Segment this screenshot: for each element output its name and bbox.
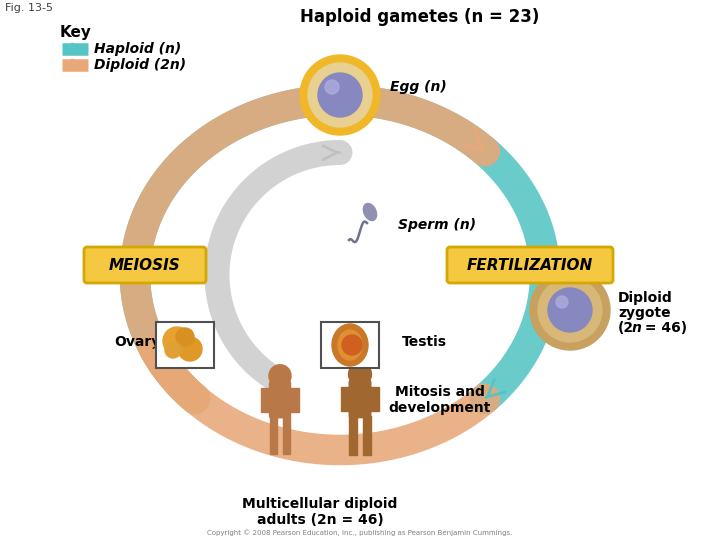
Text: Multicellular diploid
adults (2n = 46): Multicellular diploid adults (2n = 46) (243, 497, 397, 527)
Text: Copyright © 2008 Pearson Education, Inc., publishing as Pearson Benjamin Cumming: Copyright © 2008 Pearson Education, Inc.… (207, 529, 513, 536)
Text: zygote: zygote (618, 306, 670, 320)
Text: Haploid gametes (n = 23): Haploid gametes (n = 23) (300, 8, 540, 26)
Polygon shape (270, 416, 277, 454)
FancyBboxPatch shape (269, 381, 290, 418)
Circle shape (318, 73, 362, 117)
Circle shape (325, 80, 339, 94)
FancyBboxPatch shape (321, 322, 379, 368)
Circle shape (269, 364, 291, 387)
FancyBboxPatch shape (447, 247, 613, 283)
Circle shape (176, 328, 194, 346)
Circle shape (300, 55, 380, 135)
Polygon shape (289, 388, 299, 411)
Text: Diploid (2n): Diploid (2n) (94, 58, 186, 72)
Polygon shape (341, 387, 351, 411)
Text: Testis: Testis (402, 335, 447, 349)
Circle shape (165, 342, 181, 358)
Text: Haploid (n): Haploid (n) (94, 42, 181, 56)
Circle shape (163, 327, 191, 355)
Ellipse shape (338, 330, 362, 360)
Circle shape (178, 337, 202, 361)
Ellipse shape (332, 324, 368, 366)
Circle shape (556, 296, 568, 308)
FancyBboxPatch shape (349, 380, 371, 417)
Text: = 46): = 46) (640, 321, 687, 335)
Circle shape (530, 270, 610, 350)
Text: Fig. 13-5: Fig. 13-5 (5, 3, 53, 13)
Circle shape (342, 335, 362, 355)
Circle shape (308, 63, 372, 127)
Text: Egg (n): Egg (n) (390, 80, 446, 94)
Circle shape (538, 278, 602, 342)
Text: Mitosis and
development: Mitosis and development (389, 385, 491, 415)
Text: Key: Key (60, 25, 92, 40)
Text: n: n (632, 321, 642, 335)
Polygon shape (261, 388, 271, 411)
Text: Sperm (n): Sperm (n) (398, 218, 476, 232)
FancyBboxPatch shape (84, 247, 206, 283)
Circle shape (348, 363, 372, 386)
Polygon shape (363, 416, 371, 455)
FancyBboxPatch shape (156, 322, 214, 368)
Ellipse shape (364, 204, 377, 220)
Text: Diploid: Diploid (618, 291, 672, 305)
Text: MEIOSIS: MEIOSIS (109, 258, 181, 273)
Polygon shape (369, 387, 379, 411)
Circle shape (548, 288, 592, 332)
Polygon shape (349, 416, 357, 455)
Text: Ovary: Ovary (114, 335, 160, 349)
Text: FERTILIZATION: FERTILIZATION (467, 258, 593, 273)
Text: (2: (2 (618, 321, 634, 335)
Polygon shape (282, 416, 290, 454)
